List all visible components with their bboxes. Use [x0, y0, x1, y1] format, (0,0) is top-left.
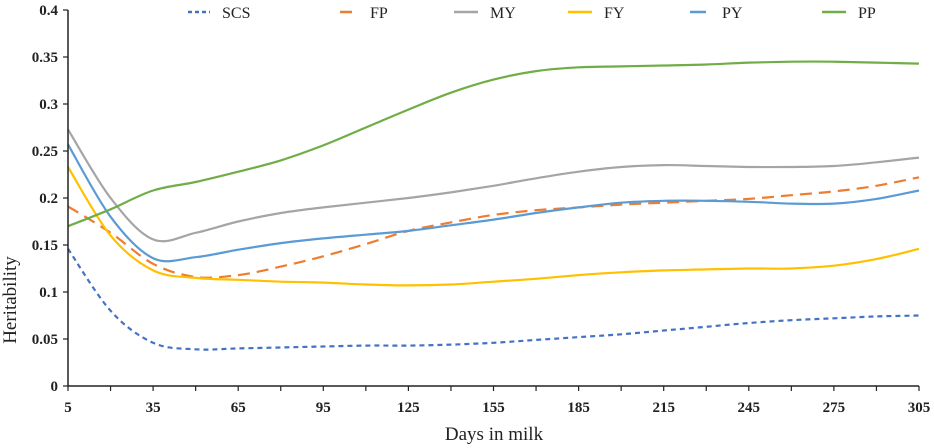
series-line-fy	[67, 166, 920, 287]
series-line-pp	[67, 60, 920, 228]
x-tick-label: 185	[567, 400, 590, 416]
legend-label: SCS	[222, 5, 250, 22]
axes	[67, 10, 919, 387]
y-tick-label: 0	[51, 379, 59, 395]
legend-label: FP	[370, 5, 388, 22]
y-tick-label: 0.35	[32, 50, 58, 66]
x-tick-label: 215	[652, 400, 675, 416]
x-axis-title: Days in milk	[445, 424, 544, 445]
x-tick-label: 245	[738, 400, 761, 416]
y-tick-label: 0.05	[32, 332, 58, 348]
x-tick-label: 305	[908, 400, 931, 416]
series-layer	[67, 60, 920, 351]
x-tick-label: 125	[397, 400, 420, 416]
series-line-scs	[67, 248, 920, 351]
legend-item-pp: PP	[822, 5, 876, 22]
legend-item-scs: SCS	[188, 5, 250, 22]
y-tick-label: 0.4	[39, 3, 58, 19]
legend-item-fp: FP	[340, 5, 388, 22]
x-tick-label: 155	[482, 400, 505, 416]
series-line-py	[67, 143, 920, 263]
y-tick-label: 0.15	[32, 238, 58, 254]
y-ticks: 0 0.05 0.1 0.15 0.2 0.25 0.3 0.35 0.4	[32, 3, 68, 395]
y-tick-label: 0.1	[39, 285, 58, 301]
y-tick-label: 0.25	[32, 144, 58, 160]
x-tick-label: 275	[823, 400, 846, 416]
legend-label: PY	[722, 5, 743, 22]
y-tick-label: 0.2	[39, 191, 58, 207]
y-axis-title: Heritability	[0, 256, 21, 344]
legend-item-py: PY	[690, 5, 743, 22]
legend-item-my: MY	[454, 5, 516, 22]
legend-label: PP	[858, 5, 876, 22]
x-ticks: 5 35 65 95 125 155 185 215 245 275 305	[64, 386, 930, 416]
legend: SCS FP MY FY PY PP	[188, 5, 876, 22]
x-tick-label: 5	[64, 400, 72, 416]
y-tick-label: 0.3	[39, 97, 58, 113]
x-tick-label: 35	[146, 400, 161, 416]
x-tick-label: 65	[231, 400, 246, 416]
legend-label: FY	[604, 5, 625, 22]
legend-item-fy: FY	[568, 5, 625, 22]
series-line-my	[67, 128, 920, 243]
x-tick-label: 95	[316, 400, 331, 416]
series-line-fp	[67, 176, 920, 279]
legend-label: MY	[490, 5, 516, 22]
